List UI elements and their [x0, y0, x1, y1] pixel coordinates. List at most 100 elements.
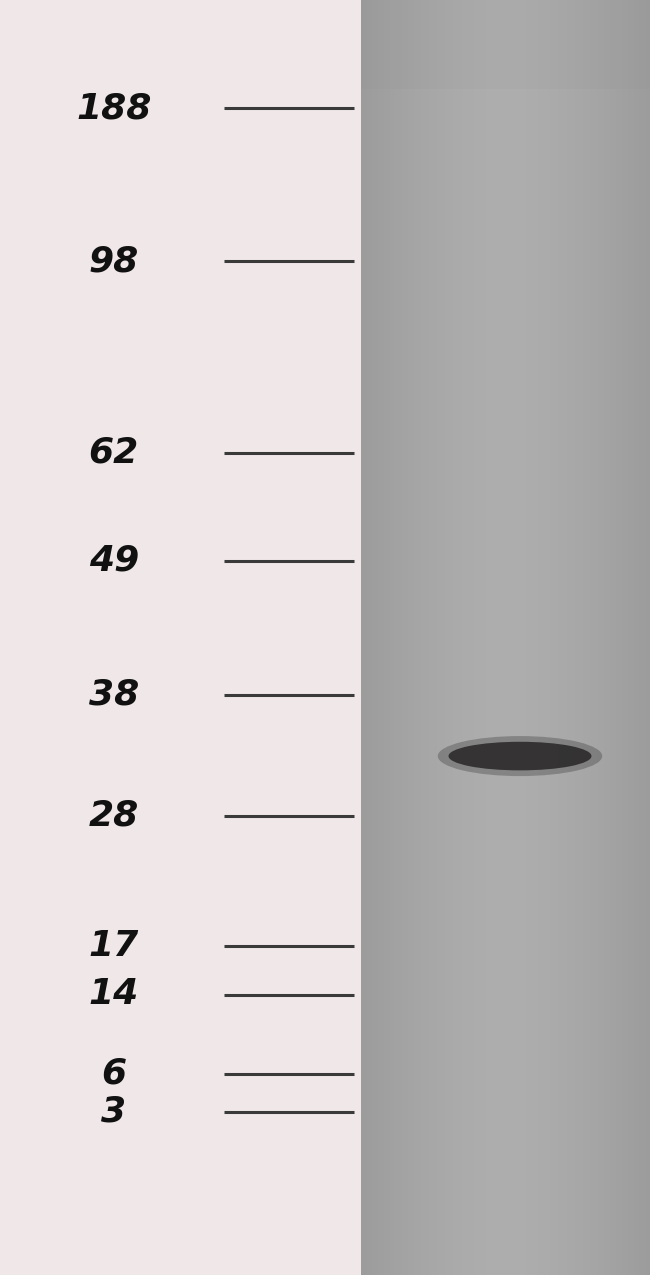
Bar: [610, 0, 611, 1275]
Text: 28: 28: [88, 799, 139, 833]
Bar: [582, 0, 583, 1275]
Bar: [430, 0, 432, 1275]
Bar: [634, 0, 635, 1275]
Bar: [469, 0, 471, 1275]
Bar: [594, 0, 595, 1275]
Bar: [524, 0, 525, 1275]
Bar: [646, 0, 648, 1275]
Bar: [460, 0, 462, 1275]
Bar: [516, 0, 517, 1275]
Bar: [466, 0, 467, 1275]
Bar: [632, 0, 634, 1275]
Bar: [523, 0, 525, 1275]
Bar: [590, 0, 591, 1275]
Bar: [409, 0, 411, 1275]
Bar: [506, 0, 507, 1275]
Bar: [644, 0, 645, 1275]
Bar: [636, 0, 637, 1275]
Bar: [590, 0, 592, 1275]
Ellipse shape: [438, 736, 602, 776]
Bar: [556, 0, 557, 1275]
Bar: [405, 0, 407, 1275]
Bar: [550, 0, 551, 1275]
Bar: [379, 0, 381, 1275]
Bar: [616, 0, 618, 1275]
Bar: [421, 0, 422, 1275]
Bar: [406, 0, 408, 1275]
Bar: [487, 0, 489, 1275]
Bar: [592, 0, 593, 1275]
Bar: [534, 0, 535, 1275]
Bar: [519, 0, 521, 1275]
Bar: [577, 0, 578, 1275]
Bar: [361, 0, 363, 1275]
Bar: [539, 0, 541, 1275]
Bar: [578, 0, 579, 1275]
Bar: [381, 0, 383, 1275]
Bar: [600, 0, 601, 1275]
Bar: [504, 0, 505, 1275]
Text: 49: 49: [88, 544, 139, 578]
Bar: [554, 0, 555, 1275]
Bar: [387, 0, 389, 1275]
Bar: [586, 0, 587, 1275]
Bar: [456, 0, 458, 1275]
Bar: [488, 0, 489, 1275]
Bar: [632, 0, 633, 1275]
Bar: [610, 0, 612, 1275]
Bar: [404, 0, 406, 1275]
Bar: [498, 0, 499, 1275]
Bar: [378, 0, 380, 1275]
Bar: [435, 0, 437, 1275]
Bar: [425, 0, 427, 1275]
Bar: [494, 0, 495, 1275]
Bar: [384, 0, 385, 1275]
Bar: [423, 0, 425, 1275]
Bar: [525, 0, 527, 1275]
Bar: [562, 0, 564, 1275]
Bar: [393, 0, 395, 1275]
Bar: [606, 0, 607, 1275]
Bar: [0, 0, 361, 1275]
Bar: [375, 0, 377, 1275]
Bar: [572, 0, 573, 1275]
Bar: [621, 0, 623, 1275]
Bar: [623, 0, 625, 1275]
Bar: [424, 0, 426, 1275]
Bar: [474, 0, 475, 1275]
Bar: [509, 0, 511, 1275]
Bar: [400, 0, 402, 1275]
Bar: [502, 0, 503, 1275]
Bar: [626, 0, 627, 1275]
Bar: [403, 0, 405, 1275]
Bar: [602, 0, 603, 1275]
Bar: [495, 0, 497, 1275]
Bar: [431, 0, 433, 1275]
Bar: [634, 0, 636, 1275]
Bar: [395, 0, 397, 1275]
Bar: [372, 0, 374, 1275]
Bar: [648, 0, 650, 1275]
Bar: [416, 0, 417, 1275]
Bar: [541, 0, 543, 1275]
Text: 62: 62: [88, 436, 139, 469]
Bar: [548, 0, 549, 1275]
Bar: [427, 0, 429, 1275]
Bar: [422, 0, 424, 1275]
Bar: [638, 0, 640, 1275]
Bar: [552, 0, 553, 1275]
Bar: [551, 0, 552, 1275]
Bar: [473, 0, 474, 1275]
Bar: [411, 0, 413, 1275]
Bar: [618, 0, 619, 1275]
Bar: [458, 0, 460, 1275]
Bar: [518, 0, 519, 1275]
Bar: [452, 0, 454, 1275]
Bar: [414, 0, 415, 1275]
Bar: [434, 0, 436, 1275]
Bar: [461, 0, 463, 1275]
Bar: [443, 0, 445, 1275]
Bar: [417, 0, 419, 1275]
Bar: [618, 0, 620, 1275]
Bar: [522, 0, 523, 1275]
